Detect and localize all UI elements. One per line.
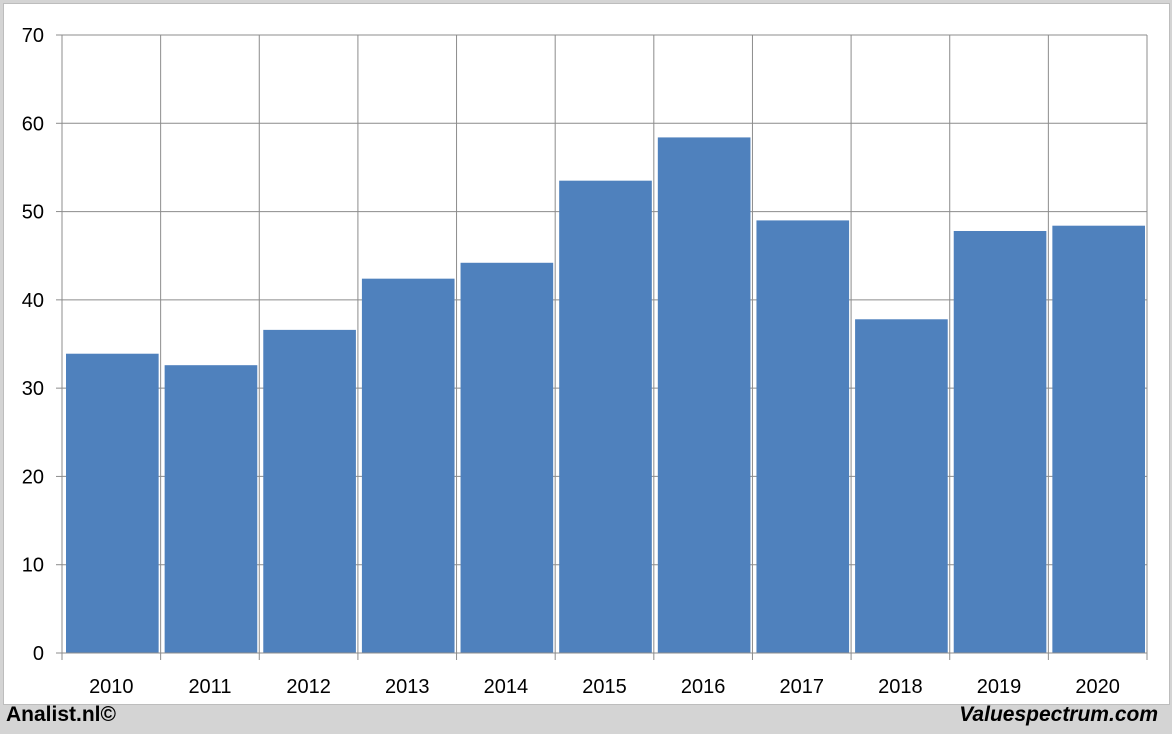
source-credit-right: Valuespectrum.com xyxy=(959,703,1158,726)
bar-2018 xyxy=(855,319,948,653)
bar-2015 xyxy=(559,180,652,653)
bar-2013 xyxy=(361,278,455,653)
bar-2014 xyxy=(460,262,554,653)
axes xyxy=(56,34,1148,660)
y-tick-label: 60 xyxy=(22,113,44,135)
y-tick-label: 10 xyxy=(22,555,44,577)
bars xyxy=(66,137,1145,653)
bar-2010 xyxy=(66,353,159,653)
y-tick-label: 20 xyxy=(22,466,44,488)
bar-2020 xyxy=(1052,225,1145,653)
tick-labels: 0 10 20 30 40 50 60 70 2010 2011 2012 2013 2014 2015 2… xyxy=(22,25,1120,698)
y-tick-label: 30 xyxy=(22,378,44,400)
x-tick-label: 2019 xyxy=(977,676,1022,698)
x-tick-label: 2014 xyxy=(484,676,529,698)
y-tick-label: 50 xyxy=(22,202,44,224)
bar-2011 xyxy=(164,365,258,653)
chart-frame: 0 10 20 30 40 50 60 70 2010 2011 2012 2013 2014 2015 2… xyxy=(3,3,1170,705)
bar-2019 xyxy=(953,230,1047,653)
x-tick-label: 2013 xyxy=(385,676,430,698)
bar-chart: 0 10 20 30 40 50 60 70 2010 2011 2012 2013 2014 2015 2… xyxy=(22,25,1148,698)
y-tick-label: 0 xyxy=(33,643,44,665)
x-tick-label: 2017 xyxy=(780,676,825,698)
bar-2016 xyxy=(657,137,751,653)
source-credit-left: Analist.nl© xyxy=(6,703,116,726)
x-tick-label: 2020 xyxy=(1075,676,1120,698)
bar-2012 xyxy=(263,329,356,653)
x-tick-label: 2018 xyxy=(878,676,923,698)
bar-2017 xyxy=(756,220,850,653)
x-tick-label: 2011 xyxy=(188,676,231,698)
x-tick-label: 2015 xyxy=(582,676,627,698)
x-tick-label: 2016 xyxy=(681,676,726,698)
x-tick-label: 2012 xyxy=(286,676,331,698)
y-tick-label: 70 xyxy=(22,25,44,47)
y-tick-label: 40 xyxy=(22,290,44,312)
x-tick-label: 2010 xyxy=(89,676,134,698)
